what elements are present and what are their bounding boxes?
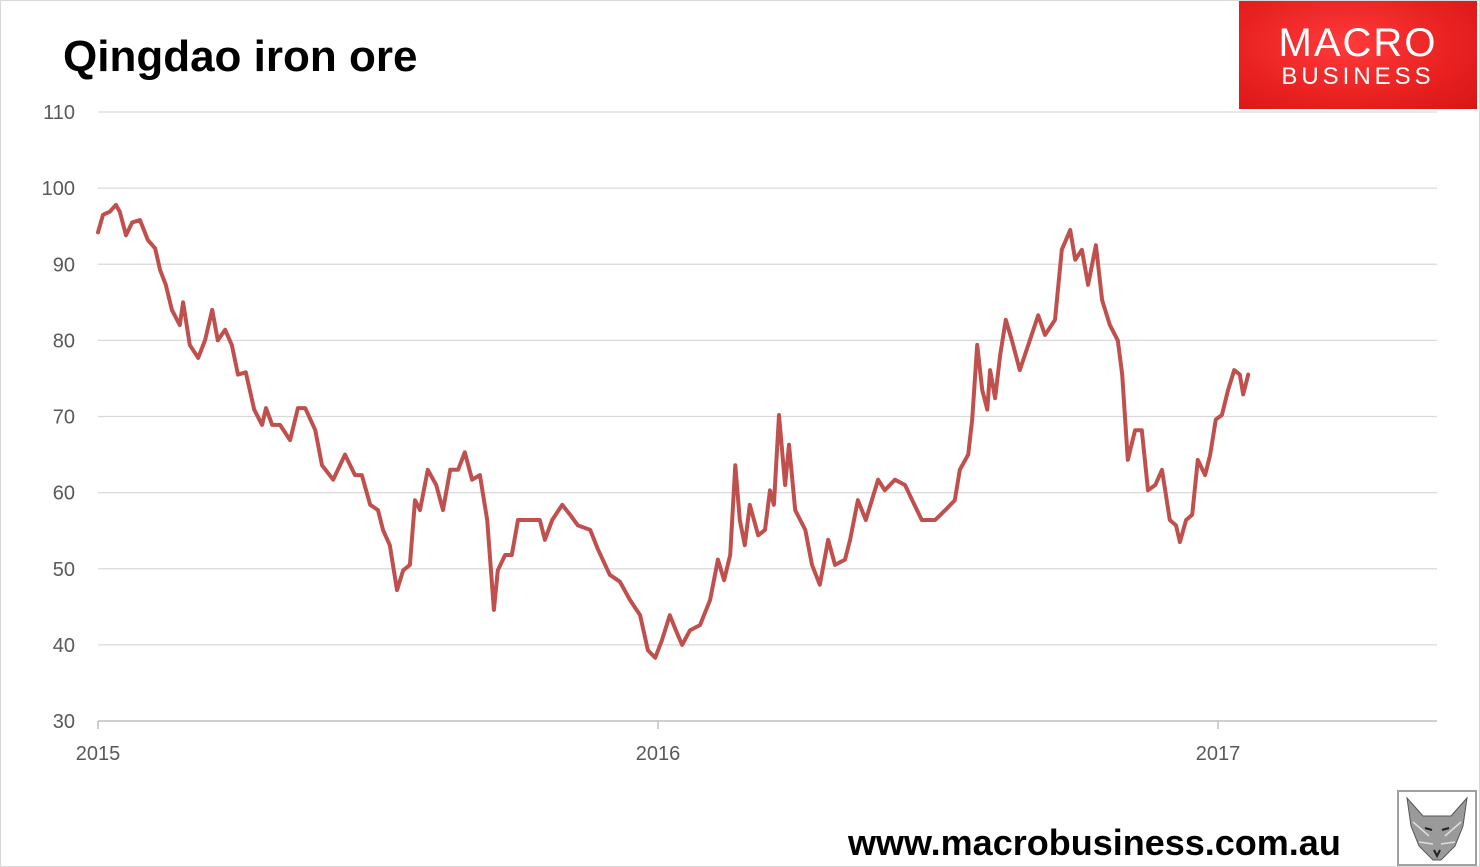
- fox-icon: [1397, 790, 1477, 866]
- y-tick-label: 100: [42, 178, 75, 200]
- y-tick-label: 110: [43, 102, 75, 124]
- y-tick-label: 90: [53, 254, 75, 276]
- logo-line1: MACRO: [1278, 21, 1438, 65]
- y-axis-labels: 30 40 50 60 70 80 90 100 110: [42, 102, 75, 733]
- y-tick-label: 70: [53, 407, 75, 429]
- logo-line2: BUSINESS: [1281, 63, 1435, 90]
- y-tick-label: 50: [53, 559, 75, 581]
- chart-title: Qingdao iron ore: [63, 32, 418, 81]
- x-axis: 2015 2016 2017: [76, 720, 1437, 765]
- y-tick-label: 30: [53, 711, 75, 733]
- y-tick-label: 80: [53, 330, 75, 352]
- series-line-qingdao-iron-ore: [96, 202, 1251, 660]
- website-url: www.macrobusiness.com.au: [848, 822, 1341, 863]
- macrobusiness-logo: MACRO BUSINESS: [1239, 1, 1477, 109]
- y-tick-label: 60: [53, 483, 75, 505]
- x-tick-label: 2015: [76, 743, 121, 765]
- x-tick-label: 2016: [636, 743, 681, 765]
- x-tick-label: 2017: [1196, 743, 1241, 765]
- y-tick-label: 40: [53, 635, 75, 657]
- gridlines: [98, 111, 1437, 646]
